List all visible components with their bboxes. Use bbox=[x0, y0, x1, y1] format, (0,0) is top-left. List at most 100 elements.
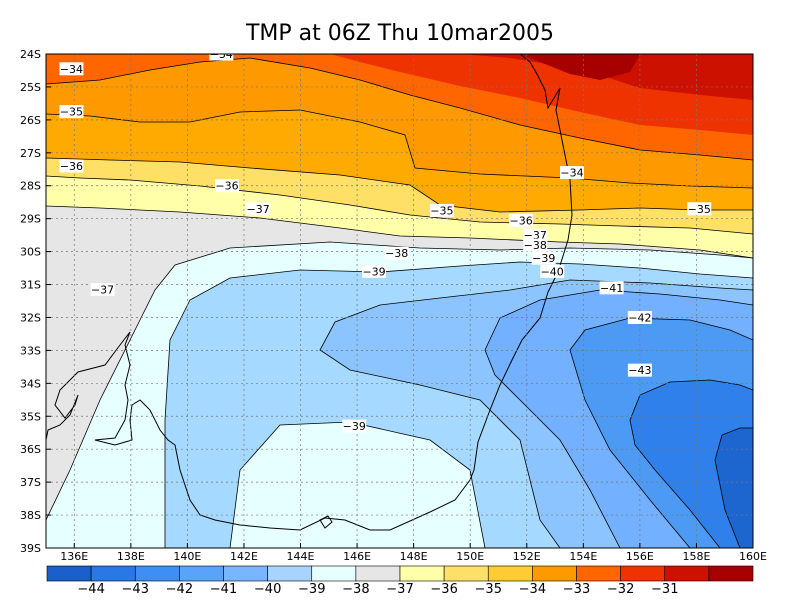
contour-label-bg bbox=[627, 310, 652, 324]
contour-minus-43 bbox=[629, 379, 753, 548]
y-tick-label: 29S bbox=[20, 213, 41, 226]
y-tick-label: 26S bbox=[20, 114, 41, 127]
colorbar-swatch bbox=[487, 565, 533, 582]
y-tick-label: 28S bbox=[20, 180, 41, 193]
x-tick-label: 142E bbox=[230, 550, 258, 563]
y-tick-label: 31S bbox=[20, 279, 41, 292]
x-tick-label: 152E bbox=[513, 550, 541, 563]
colorbar-label: −32 bbox=[607, 582, 634, 597]
x-tick-label: 154E bbox=[569, 550, 597, 563]
colorbar-label: −39 bbox=[298, 582, 325, 597]
x-tick-label: 146E bbox=[343, 550, 371, 563]
contour-minus-44 bbox=[714, 427, 753, 548]
colorbar-label: −40 bbox=[254, 582, 281, 597]
contour-label-bg bbox=[59, 105, 84, 119]
y-tick-label: 25S bbox=[20, 81, 41, 94]
map-plot-area: −34−34−34−35−35 −35−36−36−36−37−37−37−38−… bbox=[46, 48, 753, 548]
contour-label: −39 bbox=[343, 420, 366, 433]
colorbar-swatch bbox=[708, 565, 754, 582]
colorbar-label: −41 bbox=[210, 582, 237, 597]
contour-label: −37 bbox=[91, 283, 114, 296]
contour-label-bg bbox=[59, 159, 84, 173]
contour-label-bg bbox=[214, 179, 239, 193]
contour-label: −36 bbox=[215, 180, 238, 193]
contour-label-bg bbox=[429, 203, 454, 217]
y-tick-label: 38S bbox=[20, 509, 41, 522]
coastline bbox=[46, 54, 573, 531]
colorbar-swatch bbox=[443, 565, 489, 582]
coast-line-path bbox=[46, 54, 573, 531]
contour-label: −35 bbox=[430, 204, 453, 217]
contour-label-bg bbox=[540, 264, 565, 278]
contour-label-bg bbox=[560, 166, 585, 180]
colorbar-swatch bbox=[355, 565, 401, 582]
contour-minus-33 bbox=[46, 57, 753, 161]
band-minus-45 bbox=[715, 428, 753, 548]
contour-label-bg bbox=[90, 282, 115, 296]
colorbar-label: −35 bbox=[475, 582, 502, 597]
contour-label-bg bbox=[531, 251, 556, 265]
contour-label: −34 bbox=[60, 63, 83, 76]
colorbar-swatch bbox=[134, 565, 180, 582]
contour-label-bg bbox=[523, 238, 548, 252]
x-tick-label: 136E bbox=[60, 550, 88, 563]
contour-minus-37 bbox=[46, 205, 753, 259]
x-tick-label: 138E bbox=[117, 550, 145, 563]
graticule bbox=[46, 54, 753, 548]
x-tick-label: 158E bbox=[682, 550, 710, 563]
contour-minus-35 bbox=[46, 157, 753, 213]
axis-ticks: 136E 138E 140E 142E 144E 146E 148E 150E 152E 154E… bbox=[20, 48, 767, 563]
contour-labels: −34−34−34−35−35 −35−36−36−36−37−37−37−38−… bbox=[59, 48, 712, 433]
contour-label-bg bbox=[509, 213, 534, 227]
contour-label: −38 bbox=[385, 247, 408, 260]
contour-label-bg bbox=[342, 419, 367, 433]
contour-label: −39 bbox=[362, 265, 385, 278]
x-tick-label: 160E bbox=[739, 550, 767, 563]
contour-label-bg bbox=[599, 281, 624, 295]
contour-label-bg bbox=[627, 363, 652, 377]
contour-label-bg bbox=[523, 228, 548, 242]
contour-minus-36 bbox=[46, 175, 753, 235]
colorbar-swatch bbox=[223, 565, 268, 582]
contour-label-bg bbox=[59, 62, 84, 76]
x-tick-label: 156E bbox=[626, 550, 654, 563]
band-minus-44 bbox=[630, 380, 753, 548]
colorbar-label: −43 bbox=[122, 582, 149, 597]
contour-label: −39 bbox=[532, 252, 555, 265]
contour-minus-34 bbox=[46, 109, 753, 189]
contour-label: −36 bbox=[509, 214, 532, 227]
contour-label-bg bbox=[384, 246, 409, 260]
map-title: TMP at 06Z Thu 10mar2005 bbox=[245, 21, 554, 46]
contour-label: −35 bbox=[60, 106, 83, 119]
colorbar-swatch bbox=[576, 565, 621, 582]
island-outline bbox=[319, 515, 333, 529]
y-tick-label: 39S bbox=[20, 542, 41, 555]
y-tick-label: 33S bbox=[20, 344, 41, 357]
y-tick-label: 34S bbox=[20, 377, 41, 390]
contour-label: −38 bbox=[524, 239, 547, 252]
contour-label: −43 bbox=[628, 364, 651, 377]
contour-label-bg bbox=[362, 264, 387, 278]
contour-label: −34 bbox=[210, 48, 233, 61]
contour-label-bg bbox=[246, 202, 271, 216]
y-tick-label: 27S bbox=[20, 147, 41, 160]
contour-minus-38 bbox=[46, 241, 753, 521]
colorbar-swatch bbox=[532, 565, 577, 582]
colorbar-label: −42 bbox=[166, 582, 193, 597]
x-tick-label: 144E bbox=[287, 550, 315, 563]
colorbar-label: −38 bbox=[342, 582, 369, 597]
contour-label: −40 bbox=[541, 265, 564, 278]
y-tick-label: 32S bbox=[20, 311, 41, 324]
contour-label: −34 bbox=[560, 167, 583, 180]
contour-label-bg bbox=[687, 202, 712, 216]
x-tick-label: 148E bbox=[400, 550, 428, 563]
contour-label: −41 bbox=[600, 282, 623, 295]
contour-label: −37 bbox=[246, 203, 269, 216]
band-minus-30 bbox=[520, 54, 640, 80]
colorbar-label: −34 bbox=[519, 582, 546, 597]
y-tick-label: 37S bbox=[20, 476, 41, 489]
contour-label: −35 bbox=[688, 203, 711, 216]
contour-label: −36 bbox=[60, 160, 83, 173]
